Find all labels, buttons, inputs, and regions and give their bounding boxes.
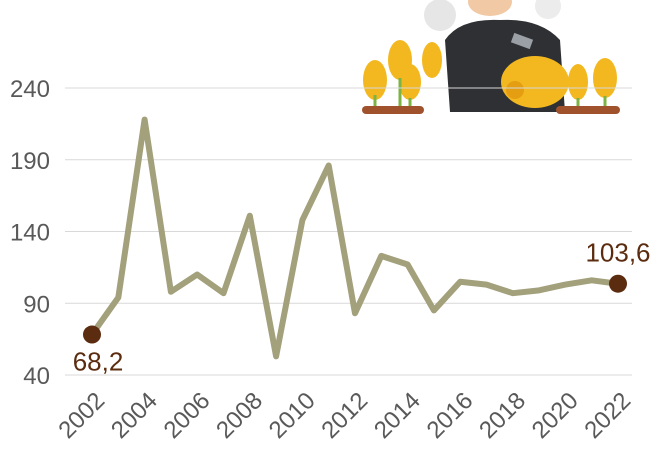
- line: [89, 116, 619, 360]
- x-tick-label: 2014: [369, 387, 426, 444]
- x-tick-label: 2012: [316, 387, 373, 444]
- x-tick-label: 2002: [53, 387, 110, 444]
- data-label: 103,6: [585, 238, 650, 268]
- x-tick-label: 2004: [106, 387, 163, 444]
- y-tick-label: 240: [10, 76, 50, 103]
- x-tick-label: 2020: [527, 387, 584, 444]
- marker: [83, 325, 101, 344]
- y-tick-label: 190: [10, 148, 50, 175]
- x-tick-label: 2018: [474, 387, 531, 444]
- x-tick-label: 2008: [211, 387, 268, 444]
- illustration: [362, 0, 620, 114]
- x-tick-label: 2006: [159, 387, 216, 444]
- x-tick-label: 2022: [579, 387, 636, 444]
- y-tick-label: 140: [10, 220, 50, 247]
- x-tick-label: 2010: [264, 387, 321, 444]
- x-tick-label: 2016: [422, 387, 479, 444]
- y-tick-label: 90: [23, 291, 50, 318]
- data-label: 68,2: [73, 347, 124, 377]
- y-tick-label: 40: [23, 363, 50, 390]
- marker: [609, 274, 627, 293]
